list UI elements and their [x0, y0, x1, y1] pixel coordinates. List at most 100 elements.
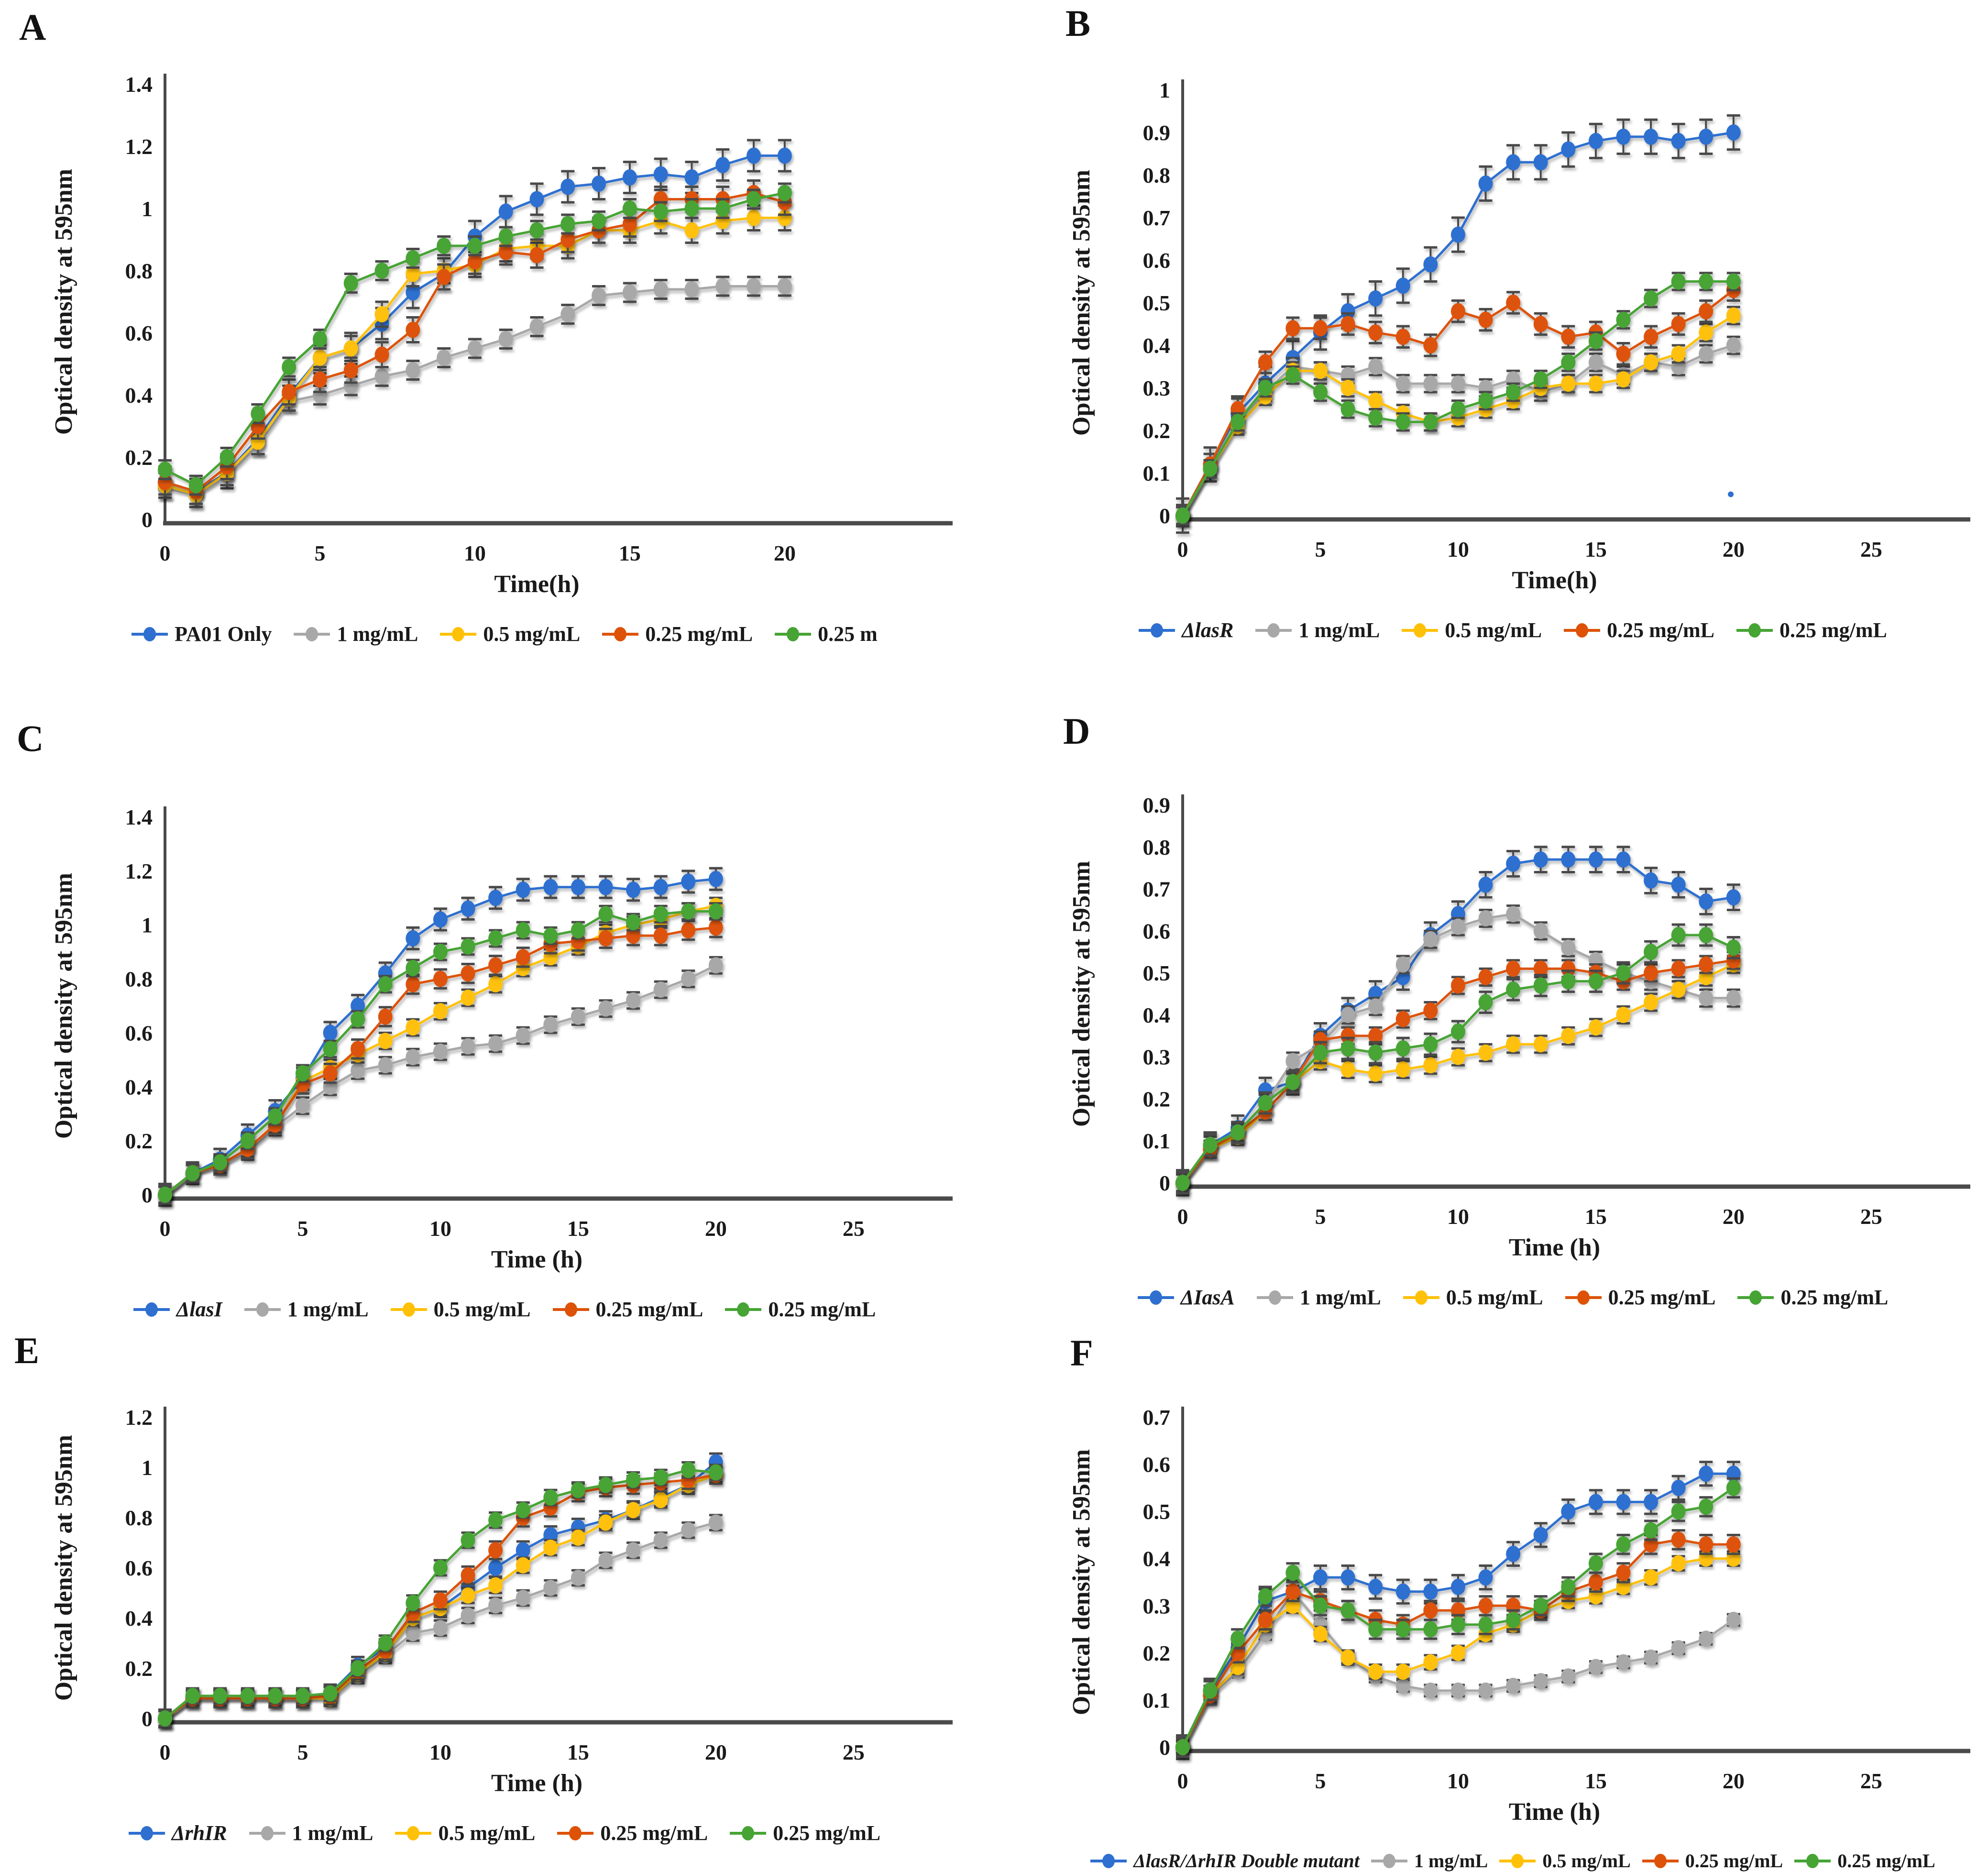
legend-label: ΔlasR/ΔrhIR Double mutant [1133, 1850, 1360, 1872]
legend-item: ΔlasI [132, 1297, 222, 1321]
svg-text:0.5: 0.5 [1143, 1499, 1171, 1524]
svg-text:0.9: 0.9 [1143, 793, 1171, 817]
svg-text:25: 25 [843, 1740, 865, 1764]
svg-text:0.1: 0.1 [1143, 1688, 1171, 1712]
svg-text:5: 5 [297, 1216, 308, 1241]
svg-text:Time (h): Time (h) [491, 1246, 582, 1273]
legend-item: PA01 Only [131, 622, 272, 646]
legend-label: 1 mg/mL [1298, 618, 1380, 642]
growth-chart-c: 0 0.2 0.4 0.6 0.8 1 1.2 1.4 0 5 10 15 20 25 Optical de… [50, 805, 953, 1273]
svg-text:Optical density at 595nm: Optical density at 595nm [1068, 170, 1095, 436]
legend-item: 1 mg/mL [243, 1297, 369, 1321]
legend-label: 0.25 mg/mL [1837, 1850, 1935, 1872]
legend-item: 0.5 mg/mL [1498, 1850, 1631, 1872]
legend-item: 0.25 mg/mL [601, 622, 753, 646]
svg-text:0.1: 0.1 [1143, 461, 1171, 485]
legend-marker-icon [725, 1302, 762, 1317]
growth-chart-f: 0 0.1 0.2 0.3 0.4 0.5 0.6 0.7 0 5 10 15 20 25 Optical … [1068, 1405, 1970, 1826]
panel-label-e: E [14, 1330, 40, 1371]
legend-label: 0.25 mg/mL [600, 1821, 708, 1845]
svg-text:20: 20 [1723, 1204, 1745, 1229]
svg-text:0.3: 0.3 [1143, 1594, 1171, 1618]
legend-marker-icon [1256, 1290, 1293, 1305]
panel-d: D 0 0.1 0.2 0.3 0.4 0.5 0.6 0.7 0.8 0.9 0 5 10 15 20 25… [994, 694, 1988, 1320]
svg-text:0.8: 0.8 [125, 967, 153, 991]
legend-marker-icon [730, 1826, 767, 1840]
legend-item: 1 mg/mL [1256, 1285, 1381, 1310]
svg-text:15: 15 [567, 1740, 589, 1764]
svg-text:0.2: 0.2 [1143, 1641, 1171, 1665]
svg-text:5: 5 [297, 1740, 308, 1764]
legend-label: 0.25 mg/mL [768, 1298, 876, 1321]
svg-text:5: 5 [314, 541, 325, 565]
growth-chart-a: 0 0.2 0.4 0.6 0.8 1 1.2 1.4 0 5 10 15 20 Optical dens… [50, 72, 953, 598]
svg-text:0.4: 0.4 [125, 383, 153, 407]
svg-text:0: 0 [160, 1740, 171, 1764]
legend-marker-icon [1137, 1290, 1174, 1305]
legend-marker-icon [602, 627, 639, 641]
legend-item: 0.25 mg/mL [556, 1821, 708, 1845]
svg-text:Time (h): Time (h) [491, 1770, 582, 1797]
svg-text:0: 0 [160, 541, 171, 565]
svg-text:Optical density at 595nm: Optical density at 595nm [1068, 861, 1095, 1127]
legend-label: 1 mg/mL [287, 1298, 369, 1321]
legend-item: 1 mg/mL [248, 1821, 373, 1845]
svg-text:0.8: 0.8 [125, 259, 153, 283]
svg-text:0.9: 0.9 [1143, 121, 1171, 145]
legend-item: 1 mg/mL [1254, 618, 1380, 642]
legend-marker-icon [1255, 623, 1292, 638]
svg-text:0.2: 0.2 [1143, 1087, 1171, 1111]
svg-text:5: 5 [1315, 1204, 1326, 1229]
svg-text:15: 15 [1585, 1769, 1607, 1793]
legend-a: PA01 Only 1 mg/mL 0.5 mg/mL 0.25 mg/mL 0.25 … [14, 622, 994, 646]
svg-text:1.4: 1.4 [125, 72, 153, 97]
svg-text:0.5: 0.5 [1143, 291, 1171, 315]
legend-marker-icon [395, 1826, 432, 1840]
legend-item: 0.5 mg/mL [390, 1297, 531, 1321]
legend-item: 1 mg/mL [293, 622, 418, 646]
svg-text:Time(h): Time(h) [1512, 567, 1597, 594]
svg-text:Time (h): Time (h) [1509, 1234, 1600, 1261]
legend-item: 0.25 m [774, 622, 878, 646]
legend-marker-icon [294, 627, 330, 641]
svg-text:20: 20 [1723, 1769, 1745, 1793]
legend-marker-icon [1794, 1853, 1831, 1868]
svg-text:0.2: 0.2 [125, 1129, 153, 1153]
svg-text:0: 0 [1177, 1204, 1188, 1229]
legend-item: 0.5 mg/mL [1402, 1285, 1543, 1310]
panel-label-b: B [1065, 2, 1091, 44]
svg-text:1.2: 1.2 [125, 1405, 153, 1430]
svg-text:1: 1 [142, 1455, 153, 1480]
panel-label-f: F [1070, 1332, 1093, 1374]
svg-text:0: 0 [1177, 537, 1188, 562]
legend-label: 0.25 mg/mL [1608, 1286, 1716, 1309]
panel-b: B 0 0.1 0.2 0.3 0.4 0.5 0.6 0.7 0.8 0.9 1 0 5 10 15 20 2… [994, 0, 1988, 694]
svg-text:5: 5 [1315, 1769, 1326, 1793]
legend-marker-icon [557, 1826, 594, 1840]
svg-text:0.3: 0.3 [1143, 1045, 1171, 1069]
legend-marker-icon [244, 1302, 281, 1317]
svg-text:0.8: 0.8 [1143, 835, 1171, 859]
svg-text:20: 20 [705, 1216, 727, 1241]
svg-text:20: 20 [1723, 537, 1745, 562]
svg-text:0.8: 0.8 [1143, 163, 1171, 187]
svg-text:25: 25 [1860, 1204, 1882, 1229]
svg-text:0.5: 0.5 [1143, 961, 1171, 985]
legend-item: ΔIasA [1137, 1285, 1235, 1310]
svg-text:5: 5 [1315, 537, 1326, 562]
svg-text:0.6: 0.6 [1143, 248, 1171, 273]
legend-label: 0.5 mg/mL [1542, 1850, 1631, 1872]
svg-text:0.7: 0.7 [1143, 1405, 1171, 1430]
legend-label: 0.25 mg/mL [1685, 1850, 1783, 1872]
svg-text:0.4: 0.4 [1143, 1003, 1171, 1027]
svg-text:0.8: 0.8 [125, 1506, 153, 1530]
legend-label: 0.5 mg/mL [1445, 618, 1542, 642]
growth-chart-b: 00.10.20.30.40.50.60.70.80.910 5 10 15 20 25O… [1068, 78, 1970, 594]
svg-text:1.2: 1.2 [125, 134, 153, 159]
legend-label: PA01 Only [175, 622, 272, 646]
panel-a: A 0 0.2 0.4 0.6 0.8 1 1.2 1.4 0 5 10 15 20 Optical de… [0, 0, 994, 694]
svg-text:15: 15 [1585, 1204, 1607, 1229]
legend-item: 0.25 mg/mL [1641, 1850, 1783, 1872]
svg-text:0: 0 [1159, 504, 1170, 528]
svg-text:Time(h): Time(h) [494, 571, 579, 598]
